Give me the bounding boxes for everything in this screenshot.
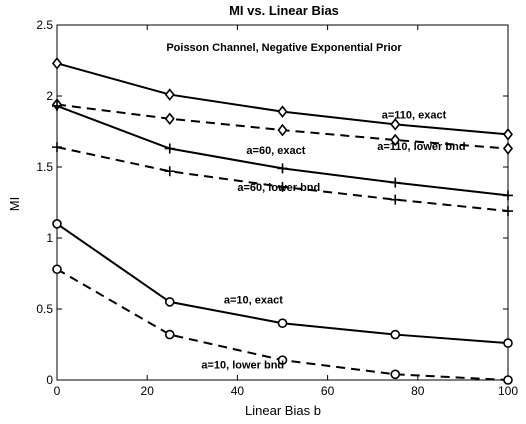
data-point [164, 297, 175, 307]
x-tick-label: 80 [411, 384, 425, 398]
data-point [277, 163, 288, 174]
data-point [52, 264, 62, 275]
data-point [503, 338, 513, 348]
data-point [277, 318, 288, 329]
data-point [277, 355, 288, 365]
data-point [390, 133, 401, 147]
data-point [502, 128, 514, 141]
series-annotation: a=60, exact [246, 145, 305, 157]
series-annotation: a=60, lower bnd [237, 182, 320, 194]
y-tick-label: 2 [46, 89, 53, 103]
x-tick-label: 20 [141, 384, 155, 398]
data-point [503, 206, 513, 217]
data-point [52, 219, 62, 229]
x-tick-label: 0 [54, 384, 61, 398]
series-3 [52, 142, 513, 217]
data-point [277, 123, 288, 137]
data-point [503, 190, 513, 201]
x-tick-label: 60 [321, 384, 335, 398]
series-4 [52, 219, 513, 348]
data-point [390, 194, 401, 205]
annotation-layer: a=110, exact a=110, lower bnd a=60, exact a… [201, 110, 465, 372]
series-1 [51, 98, 514, 155]
x-tick-label: 100 [498, 384, 518, 398]
data-point [52, 142, 62, 153]
y-tick-label: 0 [46, 373, 53, 387]
data-point [51, 57, 63, 70]
data-point [390, 118, 401, 131]
series-annotation: a=10, exact [224, 294, 283, 306]
y-tick-label: 0.5 [36, 302, 53, 316]
data-point [164, 88, 175, 101]
series-annotation: a=110, lower bnd [377, 141, 465, 153]
y-tick-label: 1.5 [36, 160, 53, 174]
series-annotation: a=10, lower bnd [201, 360, 284, 372]
x-axis: 0 20 40 60 80 100 [54, 25, 518, 398]
series-annotation: a=110, exact [382, 110, 447, 122]
y-tick-label: 2.5 [36, 18, 53, 32]
y-axis-label: MI [7, 197, 22, 211]
series-layer [51, 57, 514, 385]
data-point [503, 375, 513, 385]
y-tick-label: 1 [46, 231, 53, 245]
y-axis: 0 0.5 1 1.5 2 2.5 [36, 18, 508, 387]
data-point [277, 181, 288, 192]
data-point [277, 105, 288, 118]
data-point [164, 112, 175, 126]
data-point [390, 329, 401, 340]
series-0 [51, 57, 514, 141]
data-point [52, 100, 62, 111]
chart-title: MI vs. Linear Bias [229, 3, 339, 18]
data-point [390, 177, 401, 188]
series-5 [52, 264, 513, 385]
series-2 [52, 100, 513, 201]
x-axis-label: Linear Bias b [245, 403, 321, 418]
chart-subtitle: Poisson Channel, Negative Exponential Pr… [166, 42, 402, 54]
data-point [502, 142, 514, 155]
data-point [164, 166, 175, 177]
data-point [164, 143, 175, 154]
x-tick-label: 40 [231, 384, 245, 398]
data-point [164, 329, 175, 340]
data-point [390, 369, 401, 380]
